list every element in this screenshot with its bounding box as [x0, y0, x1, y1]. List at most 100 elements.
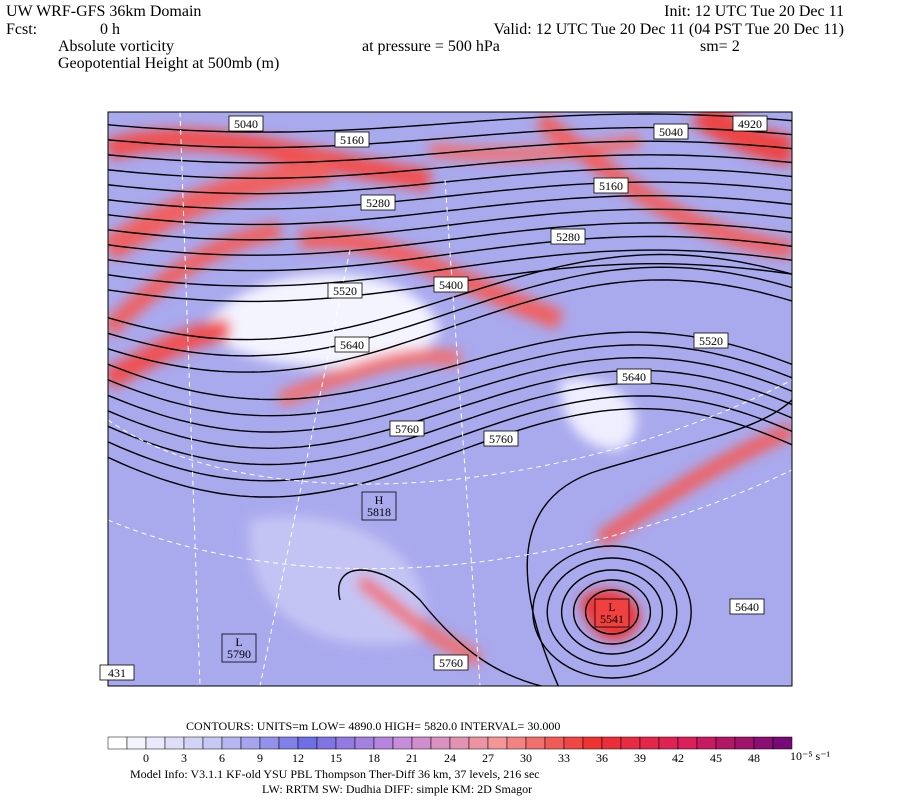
- center-value: 5818: [367, 505, 391, 519]
- colorbar-swatch: [335, 736, 356, 750]
- colorbar-tick-label: 39: [634, 751, 646, 765]
- contour-line: [526, 399, 792, 686]
- colorbar-swatch: [297, 736, 318, 750]
- contour-label: 5160: [340, 133, 364, 147]
- contour-labels: 5040 5160 5040 4920 5160 5280 5280 5400 5520 5640…: [99, 115, 768, 681]
- contour-label-box: [334, 336, 370, 353]
- contour-line: [108, 395, 792, 482]
- contour-label-box: [228, 115, 264, 132]
- contour-line: [108, 266, 792, 357]
- contour-label-box: [433, 276, 469, 293]
- contour-line: [108, 331, 792, 401]
- colorbar-tick-label: 27: [482, 751, 494, 765]
- colorbar-swatch: [164, 736, 185, 750]
- colorbar-swatch: [715, 736, 736, 750]
- contour-line: [108, 181, 792, 210]
- contour-label: 5400: [439, 278, 463, 292]
- contour-field-name: Geopotential Height at 500mb (m): [58, 55, 279, 72]
- model-info: Model Info: V3.1.1 KF-old YSU PBL Thomps…: [130, 767, 540, 781]
- colorbar-swatch: [582, 736, 603, 750]
- colorbar-swatch: [696, 736, 717, 750]
- colorbar-swatch: [449, 736, 470, 750]
- contour-line: [584, 589, 640, 635]
- contour-label-box: [653, 123, 689, 140]
- center-mark: H: [375, 493, 384, 507]
- colorbar-swatch: [183, 736, 204, 750]
- contour-line: [108, 195, 792, 226]
- colorbar-tick-label: 36: [596, 751, 608, 765]
- contour-line: [108, 208, 792, 241]
- valid-time: Valid: 12 UTC Tue 20 Dec 11 (04 PST Tue …: [493, 21, 844, 38]
- colorbar-tick-label: 0: [143, 751, 149, 765]
- contour-label-box: [389, 420, 425, 437]
- contour-line: [108, 113, 792, 133]
- contour-label: 5160: [599, 179, 623, 193]
- colorbar-swatch: [753, 736, 774, 750]
- colorbar-swatch: [259, 736, 280, 750]
- center-box: [221, 633, 257, 663]
- contour-label: 5040: [234, 117, 258, 131]
- contour-line: [108, 279, 792, 373]
- contour-label: 5760: [395, 422, 419, 436]
- contour-line: [108, 154, 792, 180]
- contour-info: CONTOURS: UNITS=m LOW= 4890.0 HIGH= 5820…: [186, 719, 560, 733]
- contour-label-box: [433, 654, 469, 671]
- contour-label-box: [334, 131, 370, 148]
- colorbar-swatch: [772, 736, 793, 750]
- colorbar-swatch: [677, 736, 698, 750]
- colorbar-swatch: [107, 736, 128, 750]
- height-contours: [108, 113, 792, 686]
- center-mark: L: [608, 600, 615, 614]
- contour-line: [108, 407, 792, 498]
- colorbar-tick-label: 3: [181, 751, 187, 765]
- contour-line: [108, 356, 792, 433]
- colorbar-swatch: [487, 736, 508, 750]
- contour-label-box: [616, 368, 652, 385]
- title: UW WRF-GFS 36km Domain: [6, 3, 201, 20]
- init-time: Init: 12 UTC Tue 20 Dec 11: [664, 3, 844, 20]
- colorbar-swatch: [373, 736, 394, 750]
- contour-label: 5520: [333, 284, 357, 298]
- colorbar-tick-label: 30: [520, 751, 532, 765]
- contour-label: 4920: [738, 117, 762, 131]
- smoothing: sm= 2: [700, 38, 740, 55]
- colorbar-swatch: [316, 736, 337, 750]
- contour-label-box: [99, 664, 135, 681]
- contour-label: 5640: [340, 338, 364, 352]
- colorbar-tick-label: 9: [257, 751, 263, 765]
- contour-label-box: [327, 282, 363, 299]
- fcst-value: 0 h: [100, 21, 120, 38]
- colorbar: 0 3 6 9 12 15 18 21 24 27 30 33 36 39 42 45 48: [107, 736, 793, 765]
- colorbar-swatch: [240, 736, 261, 750]
- contour-label: 5640: [735, 600, 759, 614]
- contour-label: 5280: [366, 196, 390, 210]
- contour-label: 5760: [439, 656, 463, 670]
- contour-label-box: [693, 332, 729, 349]
- contour-line: [108, 222, 792, 256]
- contour-label: 5040: [659, 125, 683, 139]
- colorbar-swatch: [620, 736, 641, 750]
- colorbar-swatch: [392, 736, 413, 750]
- contour-label: 431: [108, 666, 126, 680]
- contour-line: [572, 579, 652, 645]
- center-mark: L: [235, 635, 242, 649]
- colorbar-swatch: [468, 736, 489, 750]
- center-value: 5790: [227, 647, 251, 661]
- contour-label-box: [483, 430, 519, 447]
- colorbar-tick-label: 12: [292, 751, 304, 765]
- colorbar-tick-label: 24: [444, 751, 456, 765]
- contour-line: [108, 249, 792, 287]
- colorbar-tick-label: 21: [406, 751, 418, 765]
- contour-line: [108, 382, 792, 466]
- physics-info: LW: RRTM SW: Dudhia DIFF: simple KM: 2D …: [262, 782, 532, 796]
- contour-line: [108, 253, 792, 341]
- contour-line: [108, 167, 792, 195]
- center-box: [361, 491, 397, 521]
- contour-label-box: [360, 194, 396, 211]
- colorbar-tick-label: 33: [558, 751, 570, 765]
- colorbar-tick-label: 45: [710, 751, 722, 765]
- pressure-level: at pressure = 500 hPa: [362, 38, 500, 55]
- contour-label: 5640: [622, 370, 646, 384]
- contour-line: [338, 569, 545, 686]
- colorbar-swatch: [639, 736, 660, 750]
